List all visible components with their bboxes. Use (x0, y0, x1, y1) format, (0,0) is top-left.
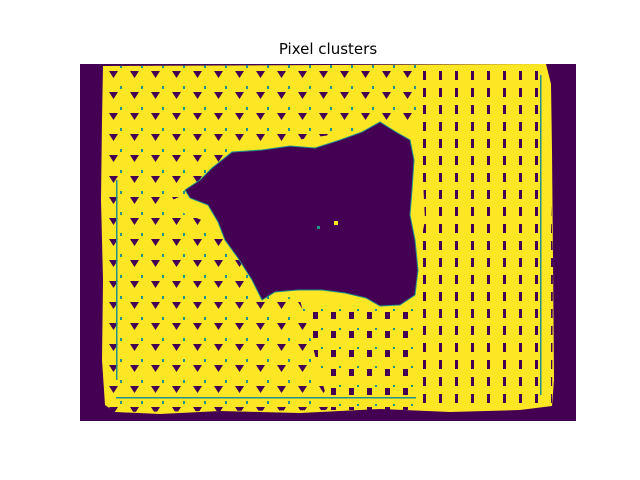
texture-right (410, 64, 553, 410)
texture-lower-left (102, 208, 330, 412)
speck (334, 221, 338, 225)
edge-line (116, 180, 118, 380)
cluster-region-blob (184, 121, 419, 307)
chart-title: Pixel clusters (278, 40, 378, 58)
edge-line (540, 75, 542, 395)
texture-upper-left (103, 64, 420, 215)
speck (317, 226, 320, 229)
edge-line (116, 397, 416, 399)
texture-lower-middle (300, 300, 420, 410)
